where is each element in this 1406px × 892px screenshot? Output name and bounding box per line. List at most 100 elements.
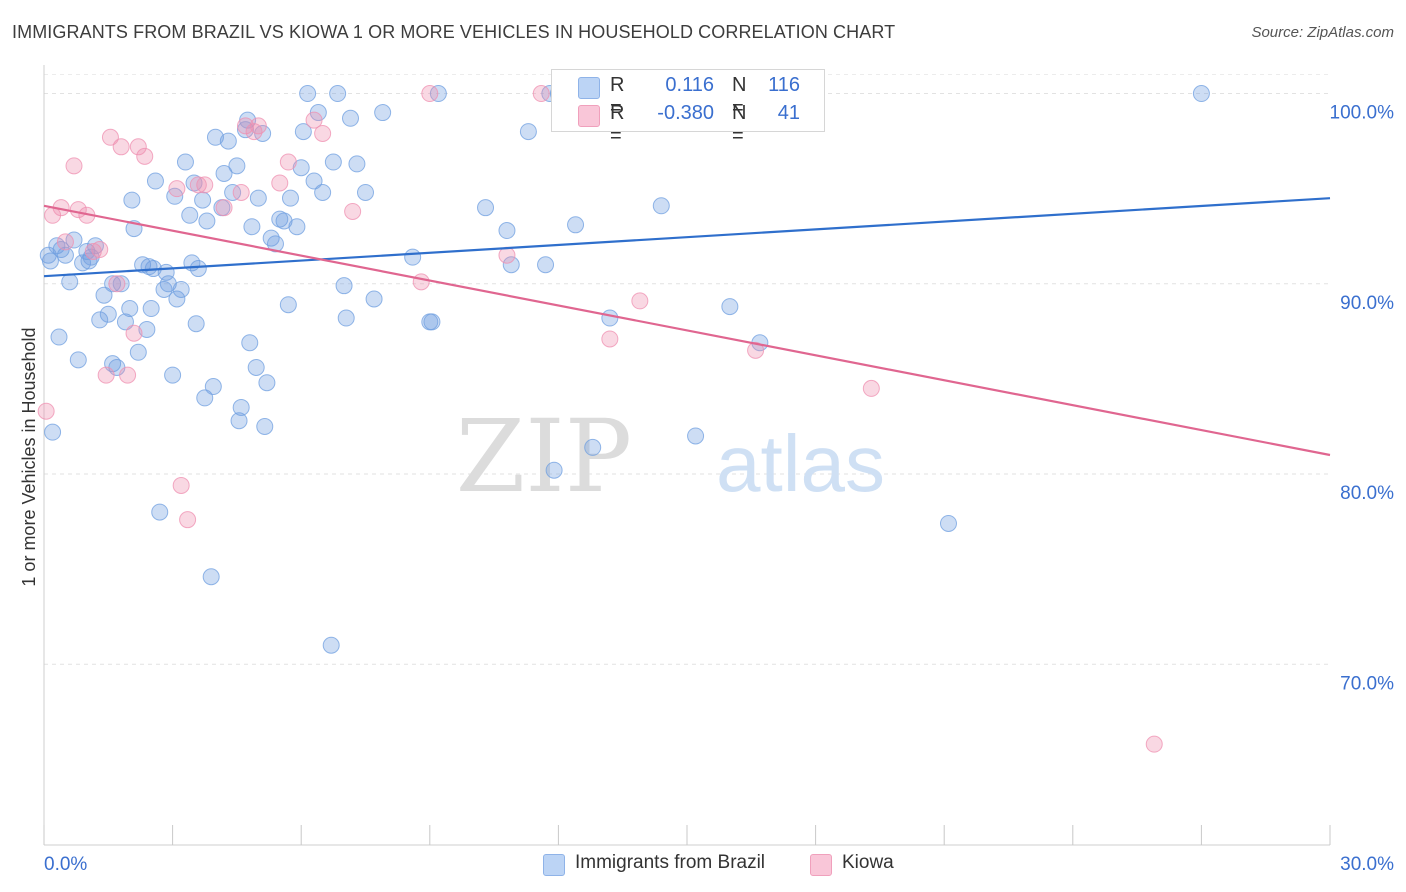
brazil-point xyxy=(44,423,62,441)
kiowa-point xyxy=(249,117,267,135)
brazil-point xyxy=(61,273,79,291)
brazil-point xyxy=(215,164,233,182)
brazil-point xyxy=(69,351,87,369)
kiowa-point xyxy=(125,324,143,342)
brazil-point xyxy=(41,252,59,270)
brazil-point xyxy=(99,305,117,323)
brazil-point xyxy=(652,197,670,215)
brazil-point xyxy=(721,298,739,316)
kiowa-point xyxy=(189,176,207,194)
brazil-point xyxy=(228,157,246,175)
brazil-point xyxy=(219,132,237,150)
brazil-point xyxy=(1192,85,1210,103)
kiowa-point xyxy=(421,85,439,103)
brazil-trend-line xyxy=(43,197,1331,278)
brazil-point xyxy=(429,85,447,103)
brazil-point xyxy=(129,343,147,361)
brazil-point xyxy=(324,153,342,171)
kiowa-legend-swatch xyxy=(810,854,832,876)
brazil-point xyxy=(256,417,274,435)
kiowa-point xyxy=(172,476,190,494)
brazil-point xyxy=(112,275,130,293)
brazil-point xyxy=(65,231,83,249)
kiowa-point xyxy=(747,341,765,359)
brazil-point xyxy=(168,290,186,308)
brazil-point xyxy=(341,109,359,127)
legend-n-label: N = xyxy=(732,74,747,119)
kiowa-point xyxy=(129,138,147,156)
source-label: Source: ZipAtlas.com xyxy=(1251,24,1394,41)
kiowa-point xyxy=(91,241,109,259)
kiowa-point xyxy=(271,174,289,192)
brazil-point xyxy=(91,311,109,329)
brazil-point xyxy=(322,636,340,654)
kiowa-trend-line xyxy=(43,204,1331,457)
brazil-point xyxy=(140,258,158,276)
brazil-point xyxy=(204,378,222,396)
watermark-zip: ZIP xyxy=(456,398,632,515)
kiowa-point xyxy=(631,292,649,310)
brazil-point xyxy=(314,183,332,201)
kiowa-point xyxy=(119,366,137,384)
brazil-point xyxy=(121,300,139,318)
series-kiowa-points xyxy=(37,85,1163,753)
legend-n-label: N = xyxy=(732,102,747,147)
brazil-point xyxy=(48,237,66,255)
y-tick-label: 80.0% xyxy=(1340,483,1394,504)
brazil-point xyxy=(56,246,74,264)
kiowa-point xyxy=(97,366,115,384)
brazil-point xyxy=(519,123,537,141)
brazil-point xyxy=(151,503,169,521)
kiowa-point xyxy=(136,147,154,165)
kiowa-point xyxy=(84,242,102,260)
brazil-point xyxy=(404,248,422,266)
brazil-point xyxy=(116,313,134,331)
y-axis-label: 1 or more Vehicles in Household xyxy=(19,327,39,586)
brazil-point xyxy=(249,189,267,207)
kiowa-point xyxy=(168,180,186,198)
kiowa-point xyxy=(112,138,130,156)
kiowa-point xyxy=(601,330,619,348)
brazil-point xyxy=(329,85,347,103)
brazil-point xyxy=(537,256,555,274)
kiowa-swatch xyxy=(578,105,600,127)
legend-r-label: R = xyxy=(610,102,625,147)
y-tick-label: 70.0% xyxy=(1340,673,1394,694)
bottom-legend-label: Immigrants from Brazil xyxy=(575,852,766,873)
kiowa-point xyxy=(498,246,516,264)
brazil-point xyxy=(365,290,383,308)
brazil-point xyxy=(545,461,563,479)
brazil-point xyxy=(74,254,92,272)
watermark: ZIP atlas xyxy=(456,398,885,515)
brazil-point xyxy=(357,183,374,201)
brazil-point xyxy=(224,183,242,201)
brazil-point xyxy=(176,153,194,171)
chart-title: IMMIGRANTS FROM BRAZIL VS KIOWA 1 OR MOR… xyxy=(12,22,896,42)
kiowa-point xyxy=(37,402,55,420)
brazil-point xyxy=(50,328,68,346)
brazil-point xyxy=(146,172,164,190)
bottom-legend-label: Kiowa xyxy=(842,852,894,873)
brazil-point xyxy=(584,438,602,456)
brazil-point xyxy=(196,389,214,407)
brazil-point xyxy=(247,358,265,376)
brazil-point xyxy=(142,300,160,318)
brazil-point xyxy=(502,256,520,274)
brazil-point xyxy=(275,212,293,230)
legend-n-value: 41 xyxy=(777,102,800,124)
brazil-point xyxy=(292,159,310,177)
y-tick-labels: 70.0% 80.0% 90.0% 100.0% xyxy=(1330,103,1395,695)
kiowa-point xyxy=(101,128,119,146)
kiowa-point xyxy=(532,85,550,103)
legend-r-value: -0.380 xyxy=(657,102,714,124)
legend-r-label: R = xyxy=(610,74,625,119)
x-tick-label-min: 0.0% xyxy=(44,854,87,875)
brazil-point xyxy=(423,313,441,331)
brazil-point xyxy=(601,309,619,327)
y-tick-label: 90.0% xyxy=(1340,293,1394,314)
brazil-point xyxy=(337,309,355,327)
brazil-point xyxy=(241,334,259,352)
brazil-point xyxy=(687,427,705,445)
brazil-point xyxy=(498,222,516,240)
